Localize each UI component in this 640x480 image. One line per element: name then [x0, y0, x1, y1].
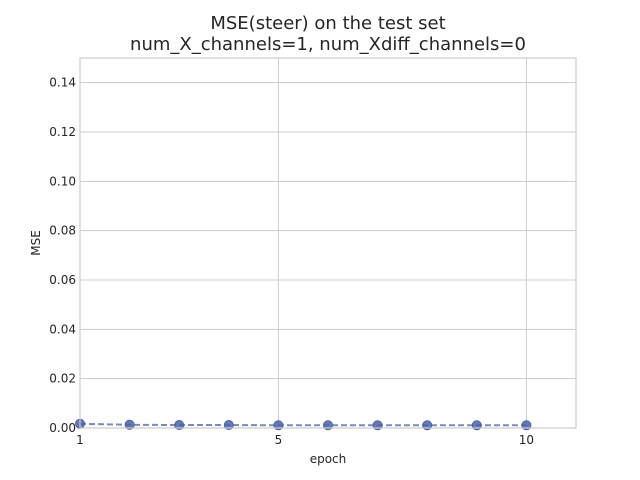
grid-layer — [79, 58, 576, 429]
y-tick-label: 0.08 — [49, 224, 76, 238]
x-tick-label: 10 — [519, 433, 534, 447]
x-axis-label: epoch — [310, 452, 347, 466]
x-tick-label: 1 — [76, 433, 84, 447]
y-tick-label: 0.10 — [49, 174, 76, 188]
tick-layer: 0.00 0.02 0.04 0.06 0.08 0.10 0.12 0.14 1 5 10 — [49, 76, 534, 447]
data-point — [223, 420, 234, 431]
y-tick-label: 0.14 — [49, 76, 76, 90]
data-point — [124, 419, 135, 430]
y-tick-label: 0.00 — [49, 421, 76, 435]
x-tick-label: 5 — [275, 433, 283, 447]
chart-title-line-2: num_X_channels=1, num_Xdiff_channels=0 — [130, 34, 526, 55]
y-tick-label: 0.06 — [49, 273, 76, 287]
y-tick-label: 0.04 — [49, 322, 76, 336]
y-tick-label: 0.02 — [49, 372, 76, 386]
y-tick-label: 0.12 — [49, 125, 76, 139]
series-line — [79, 422, 527, 427]
series-layer — [75, 418, 532, 431]
chart-title-line-1: MSE(steer) on the test set — [210, 13, 445, 34]
plot-frame — [79, 57, 577, 429]
y-axis-label: MSE — [29, 230, 43, 256]
data-point — [174, 420, 185, 431]
